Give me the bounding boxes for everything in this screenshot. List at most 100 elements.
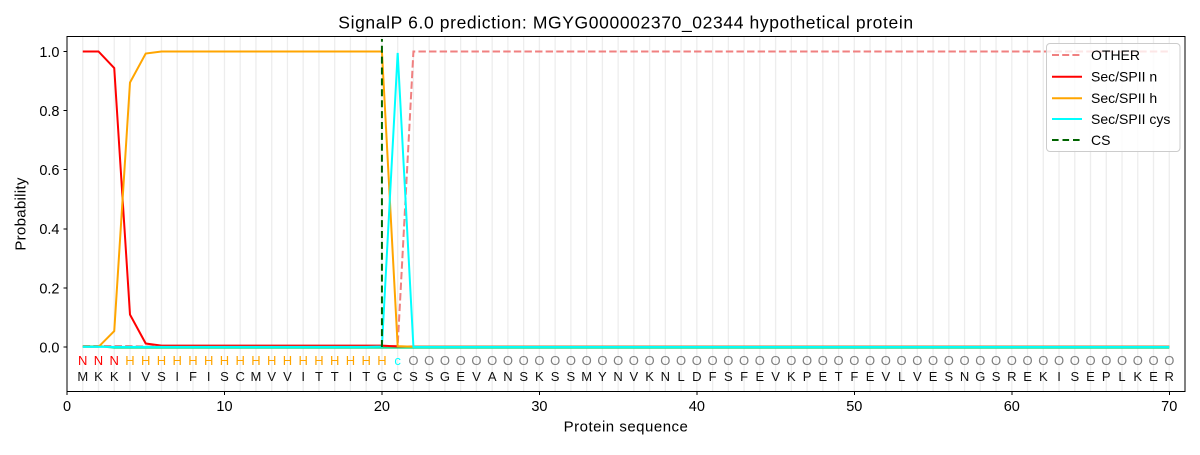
svg-text:0.4: 0.4 (39, 222, 59, 238)
svg-text:O: O (739, 353, 749, 368)
svg-text:H: H (220, 353, 229, 368)
svg-text:H: H (314, 353, 323, 368)
svg-text:O: O (802, 353, 812, 368)
svg-text:O: O (1164, 353, 1174, 368)
svg-text:OTHER: OTHER (1091, 47, 1140, 63)
svg-text:N: N (960, 369, 969, 384)
svg-text:O: O (629, 353, 639, 368)
svg-text:N: N (110, 353, 119, 368)
svg-text:I: I (207, 369, 211, 384)
svg-text:30: 30 (531, 399, 547, 415)
svg-text:O: O (723, 353, 733, 368)
svg-text:O: O (1038, 353, 1048, 368)
svg-text:S: S (992, 369, 1001, 384)
svg-text:H: H (267, 353, 276, 368)
svg-text:G: G (975, 369, 985, 384)
svg-text:O: O (1148, 353, 1158, 368)
svg-text:50: 50 (846, 399, 862, 415)
svg-text:K: K (1133, 369, 1142, 384)
svg-text:O: O (645, 353, 655, 368)
svg-text:O: O (959, 353, 969, 368)
svg-text:O: O (424, 353, 434, 368)
svg-text:H: H (251, 353, 260, 368)
svg-text:H: H (125, 353, 134, 368)
svg-text:K: K (787, 369, 796, 384)
svg-text:O: O (692, 353, 702, 368)
svg-text:O: O (944, 353, 954, 368)
svg-text:S: S (409, 369, 418, 384)
svg-text:S: S (551, 369, 560, 384)
svg-text:F: F (709, 369, 717, 384)
svg-text:K: K (1039, 369, 1048, 384)
svg-text:E: E (756, 369, 765, 384)
svg-text:O: O (708, 353, 718, 368)
svg-text:O: O (975, 353, 985, 368)
svg-text:O: O (1054, 353, 1064, 368)
svg-text:S: S (220, 369, 229, 384)
svg-text:E: E (1149, 369, 1158, 384)
svg-text:L: L (898, 369, 905, 384)
svg-text:70: 70 (1161, 399, 1177, 415)
svg-text:L: L (1118, 369, 1125, 384)
svg-text:0.0: 0.0 (39, 340, 59, 356)
svg-text:S: S (567, 369, 576, 384)
svg-text:H: H (204, 353, 213, 368)
svg-text:O: O (1133, 353, 1143, 368)
svg-text:O: O (471, 353, 481, 368)
svg-text:O: O (1070, 353, 1080, 368)
svg-text:c: c (394, 353, 401, 368)
svg-text:C: C (236, 369, 245, 384)
svg-text:V: V (283, 369, 292, 384)
svg-text:E: E (866, 369, 875, 384)
svg-text:O: O (912, 353, 922, 368)
svg-text:60: 60 (1004, 399, 1020, 415)
svg-text:T: T (835, 369, 843, 384)
svg-text:S: S (157, 369, 166, 384)
svg-text:O: O (582, 353, 592, 368)
svg-text:S: S (724, 369, 733, 384)
svg-text:O: O (613, 353, 623, 368)
svg-text:S: S (944, 369, 953, 384)
svg-text:O: O (1117, 353, 1127, 368)
svg-text:H: H (173, 353, 182, 368)
svg-text:S: S (519, 369, 528, 384)
svg-text:O: O (786, 353, 796, 368)
svg-text:T: T (362, 369, 370, 384)
svg-text:P: P (803, 369, 812, 384)
svg-text:O: O (660, 353, 670, 368)
svg-text:Sec/SPII n: Sec/SPII n (1091, 69, 1157, 85)
svg-text:R: R (1007, 369, 1016, 384)
svg-text:E: E (818, 369, 827, 384)
svg-text:V: V (881, 369, 890, 384)
svg-text:O: O (1022, 353, 1032, 368)
svg-text:V: V (913, 369, 922, 384)
svg-text:V: V (630, 369, 639, 384)
svg-text:O: O (456, 353, 466, 368)
svg-text:H: H (141, 353, 150, 368)
svg-text:H: H (330, 353, 339, 368)
svg-text:20: 20 (374, 399, 390, 415)
svg-text:R: R (1165, 369, 1174, 384)
svg-text:S: S (425, 369, 434, 384)
svg-text:K: K (645, 369, 654, 384)
svg-text:N: N (661, 369, 670, 384)
svg-text:V: V (141, 369, 150, 384)
svg-text:T: T (331, 369, 339, 384)
svg-text:O: O (865, 353, 875, 368)
svg-text:H: H (361, 353, 370, 368)
svg-text:Y: Y (598, 369, 607, 384)
svg-text:A: A (488, 369, 497, 384)
svg-text:L: L (677, 369, 684, 384)
svg-text:O: O (881, 353, 891, 368)
svg-text:F: F (189, 369, 197, 384)
svg-text:C: C (393, 369, 402, 384)
svg-text:H: H (283, 353, 292, 368)
svg-text:SignalP 6.0 prediction: MGYG00: SignalP 6.0 prediction: MGYG000002370_02… (338, 13, 913, 34)
svg-text:O: O (818, 353, 828, 368)
svg-text:E: E (929, 369, 938, 384)
svg-text:M: M (581, 369, 592, 384)
svg-text:G: G (440, 369, 450, 384)
svg-text:0.2: 0.2 (39, 281, 59, 297)
svg-text:S: S (1070, 369, 1079, 384)
svg-text:O: O (440, 353, 450, 368)
